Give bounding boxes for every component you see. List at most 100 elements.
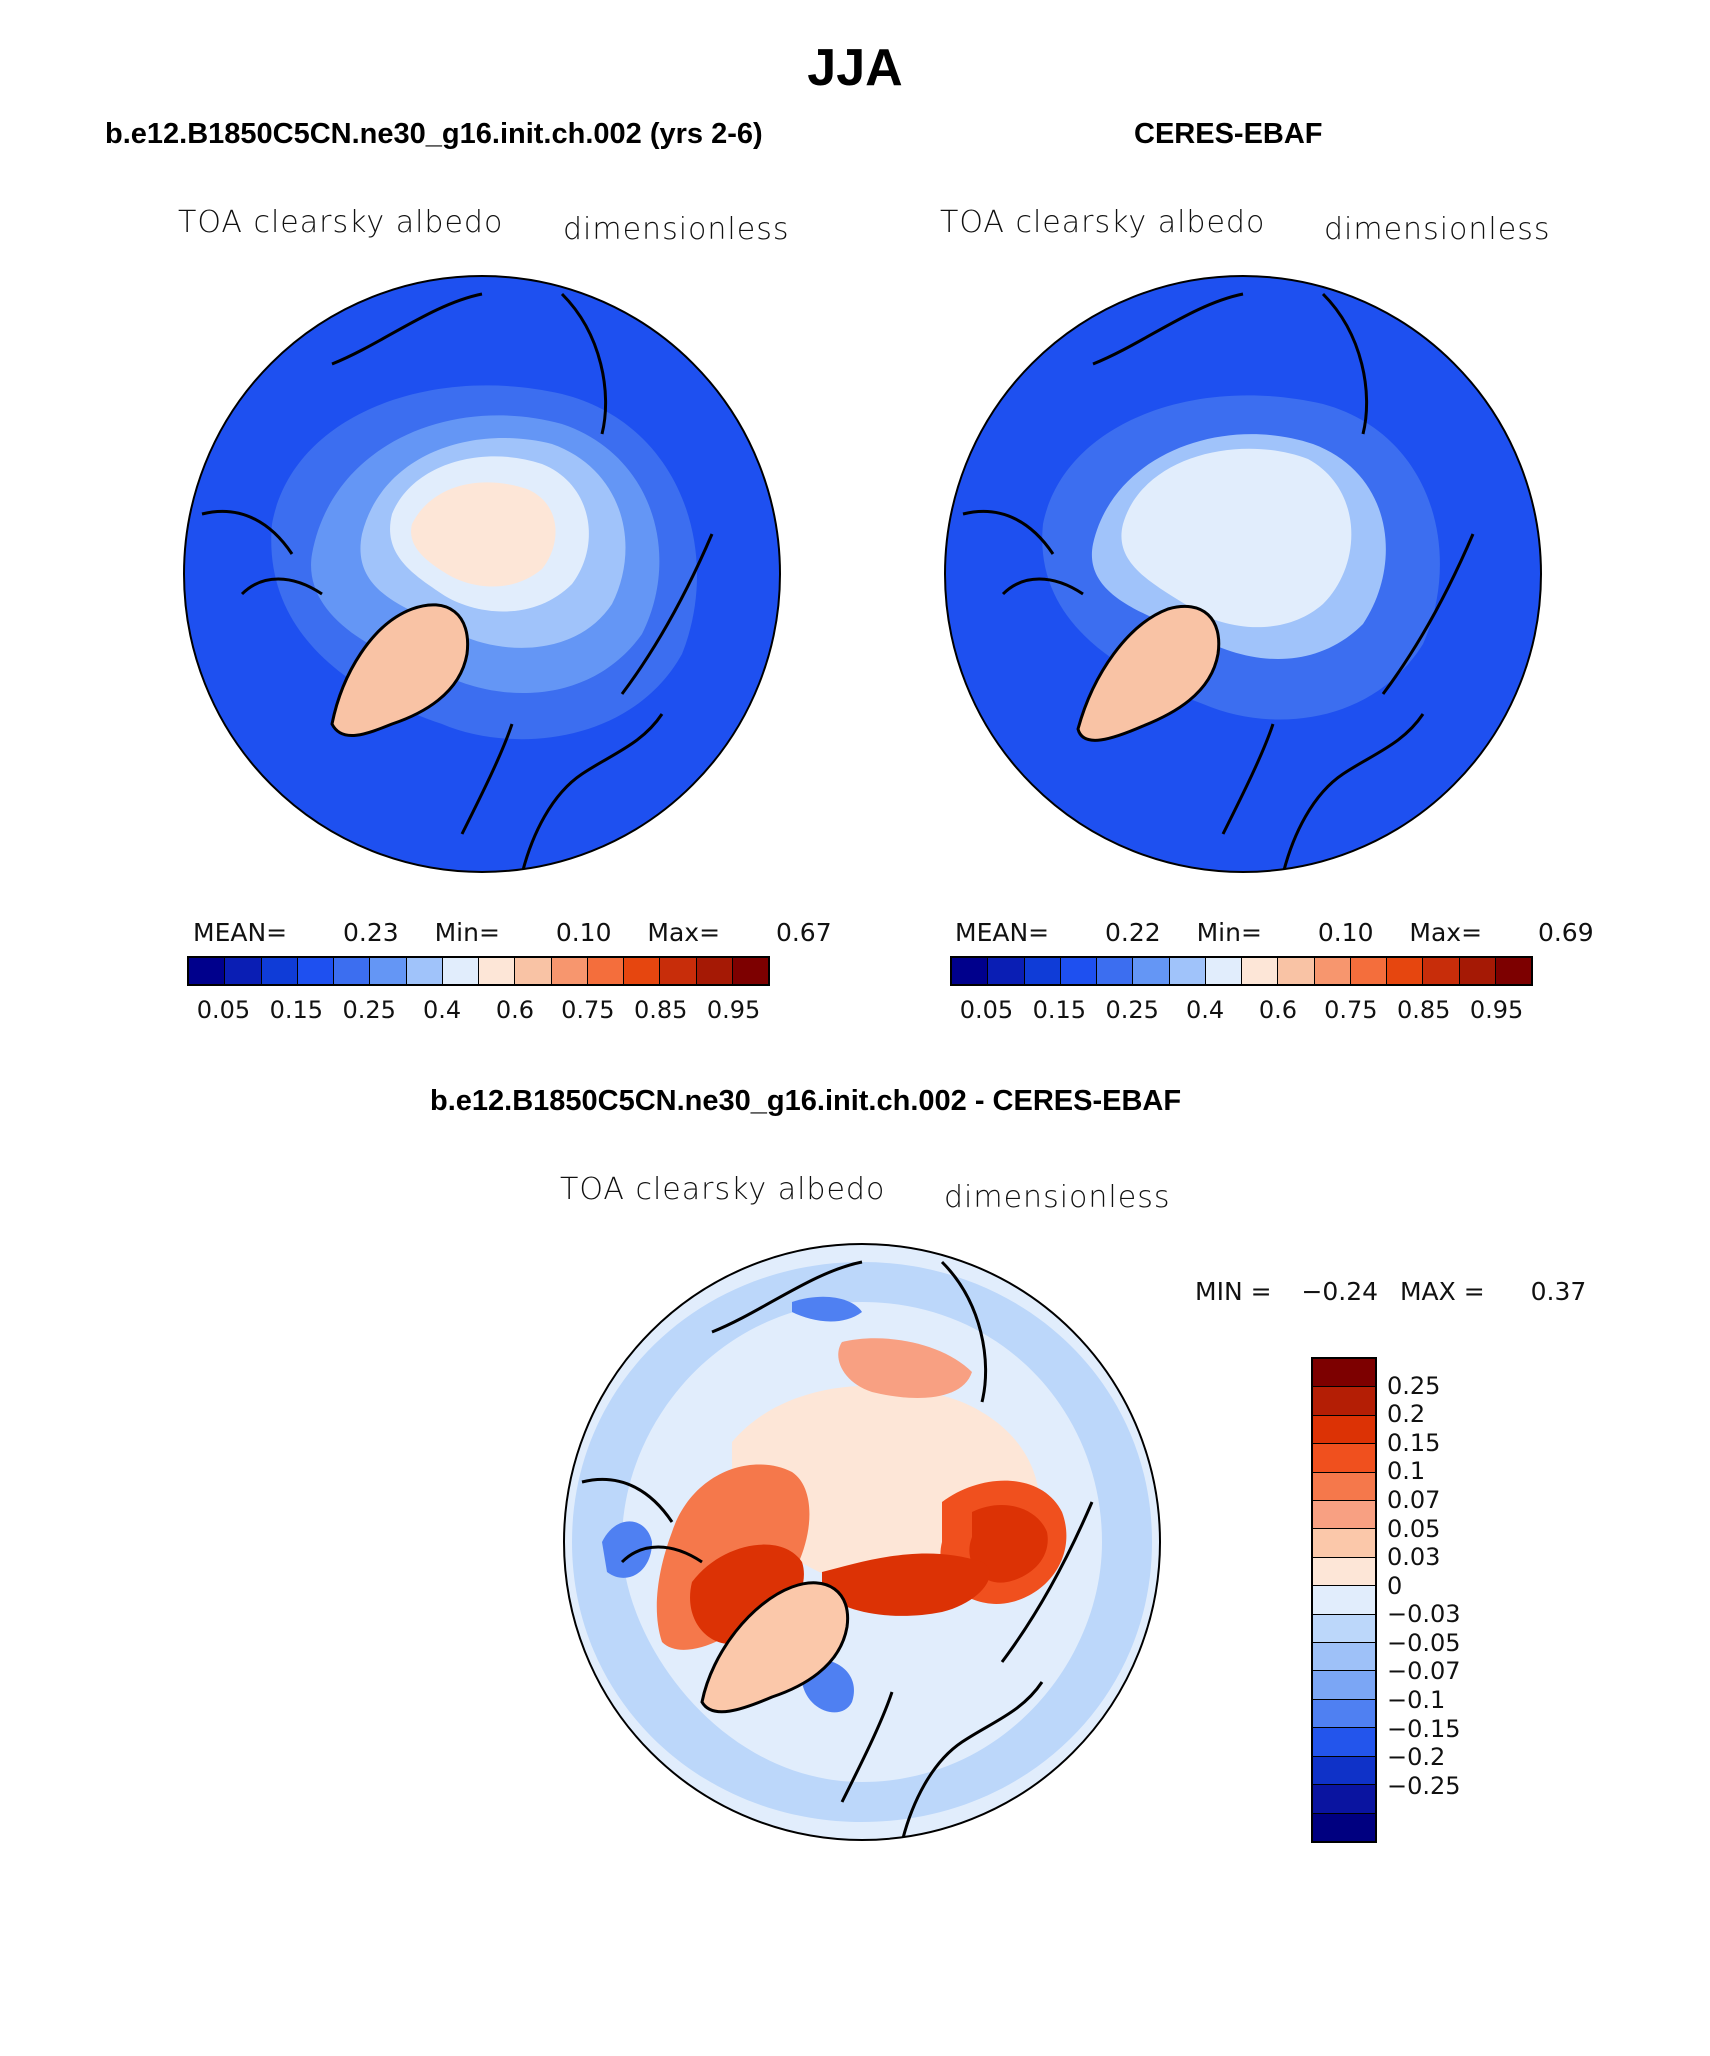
d-neg-blob3 [792,1296,862,1322]
diff-colorbar [1311,1357,1377,1843]
colorbar-tick-label: 0.75 [561,996,615,1024]
colorbar-swatch [479,958,516,984]
colorbar-tick-label: −0.1 [1387,1686,1446,1715]
colorbar-swatch [297,958,334,984]
p1-greenland [330,603,470,738]
panel1-stats: MEAN= 0.23 Min= 0.10 Max= 0.67 [193,918,832,947]
colorbar-swatch [1313,1586,1375,1615]
panel1-variable: TOA clearsky albedo [178,205,504,240]
colorbar-tick-label: 0.6 [495,996,535,1024]
colorbar-swatch [988,958,1025,984]
colorbar-tick-label: 0.07 [1387,1485,1441,1514]
panel2-variable: TOA clearsky albedo [940,205,1266,240]
diff-stats: MIN = −0.24 MAX = 0.37 [1195,1277,1586,1306]
colorbar-swatch [1313,1671,1375,1700]
panel1-min-value: 0.10 [555,918,612,947]
d-neg-blob1 [602,1521,652,1578]
diff-title: b.e12.B1850C5CN.ne30_g16.init.ch.002 - C… [430,1085,1182,1117]
colorbar-swatch [1313,1501,1375,1530]
d-coast-america [581,1477,703,1564]
panel2-units: dimensionless [1324,212,1551,247]
panel1-mean-value: 0.23 [343,918,399,947]
colorbar-swatch [1242,958,1279,984]
d-greenland-outline [700,1581,850,1714]
diff-units: dimensionless [944,1180,1171,1215]
colorbar-swatch [1097,958,1134,984]
colorbar-tick-label: −0.03 [1387,1600,1461,1629]
p2-greenland [1076,604,1221,742]
panel2-mean-label: MEAN= [955,918,1050,947]
p1-arctic-center [411,482,556,587]
panel2-polar-map [944,275,1542,873]
colorbar-swatch [1313,1387,1375,1416]
panel1-polar-map [183,275,781,873]
colorbar-tick-label: −0.07 [1387,1657,1461,1686]
colorbar-swatch [515,958,552,984]
colorbar-swatch [1060,958,1097,984]
colorbar-swatch [406,958,443,984]
panel1-units: dimensionless [563,212,790,247]
colorbar-tick-label: 0.85 [1396,996,1451,1024]
colorbar-tick-label: 0.15 [1032,996,1087,1024]
colorbar-swatch [1169,958,1206,984]
colorbar-swatch [1313,1557,1375,1587]
d-coast-asia [711,1260,1094,1663]
diff-polar-map [563,1243,1161,1841]
colorbar-tick-label: −0.15 [1387,1714,1461,1743]
panel1-title: b.e12.B1850C5CN.ne30_g16.init.ch.002 (yr… [105,118,763,150]
colorbar-swatch [1459,958,1496,984]
colorbar-swatch [1313,1756,1375,1786]
diff-min-value: −0.24 [1301,1277,1379,1306]
panel2-title: CERES-EBAF [1134,118,1323,150]
colorbar-tick-label: 0.25 [1387,1371,1441,1400]
colorbar-swatch [587,958,624,984]
diff-variable: TOA clearsky albedo [560,1172,886,1207]
colorbar-swatch [660,958,697,984]
panel2-min-value: 0.10 [1317,918,1374,947]
colorbar-swatch [1278,958,1315,984]
d-pos-north [838,1338,972,1398]
colorbar-swatch [1350,958,1387,984]
colorbar-swatch [1313,1472,1375,1502]
colorbar-swatch [1313,1785,1375,1814]
colorbar-tick-label: 0.4 [1185,996,1225,1024]
colorbar-tick-label: −0.25 [1387,1771,1461,1800]
colorbar-tick-label: 0.25 [1105,996,1159,1024]
colorbar-swatch [1423,958,1460,984]
colorbar-tick-label: 0 [1387,1571,1403,1600]
d-pos-belt [822,1553,990,1616]
colorbar-swatch [1313,1614,1375,1644]
p1-coast-asia [331,292,714,695]
colorbar-swatch [1313,1728,1375,1757]
panel1-colorbar [187,956,770,986]
colorbar-tick-label: 0.05 [959,996,1014,1024]
colorbar-tick-label: 0.6 [1258,996,1298,1024]
colorbar-tick-label: 0.15 [1387,1428,1441,1457]
colorbar-swatch [370,958,407,984]
colorbar-swatch [1495,958,1531,984]
colorbar-swatch [1313,1813,1375,1841]
colorbar-tick-label: 0.05 [196,996,251,1024]
colorbar-tick-label: 0.25 [342,996,396,1024]
panel2-max-label: Max= [1409,918,1483,947]
colorbar-swatch [225,958,262,984]
colorbar-tick-label: 0.4 [422,996,462,1024]
colorbar-tick-label: 0.1 [1387,1457,1426,1486]
colorbar-tick-label: 0.15 [269,996,324,1024]
colorbar-tick-label: 0.85 [633,996,688,1024]
panel2-colorbar [950,956,1533,986]
panel2-max-value: 0.69 [1537,918,1594,947]
panel1-min-label: Min= [434,918,500,947]
colorbar-tick-label: 0.75 [1324,996,1378,1024]
colorbar-tick-label: 0.2 [1387,1400,1426,1429]
colorbar-tick-label: 0.05 [1387,1514,1441,1543]
colorbar-swatch [189,958,226,984]
colorbar-swatch [1313,1529,1375,1558]
colorbar-swatch [334,958,371,984]
diff-max-value: 0.37 [1530,1277,1587,1306]
p1-coast-america [201,509,323,596]
colorbar-swatch [442,958,479,984]
colorbar-swatch [952,958,989,984]
colorbar-swatch [1313,1699,1375,1729]
panel2-mean-value: 0.22 [1105,918,1161,947]
